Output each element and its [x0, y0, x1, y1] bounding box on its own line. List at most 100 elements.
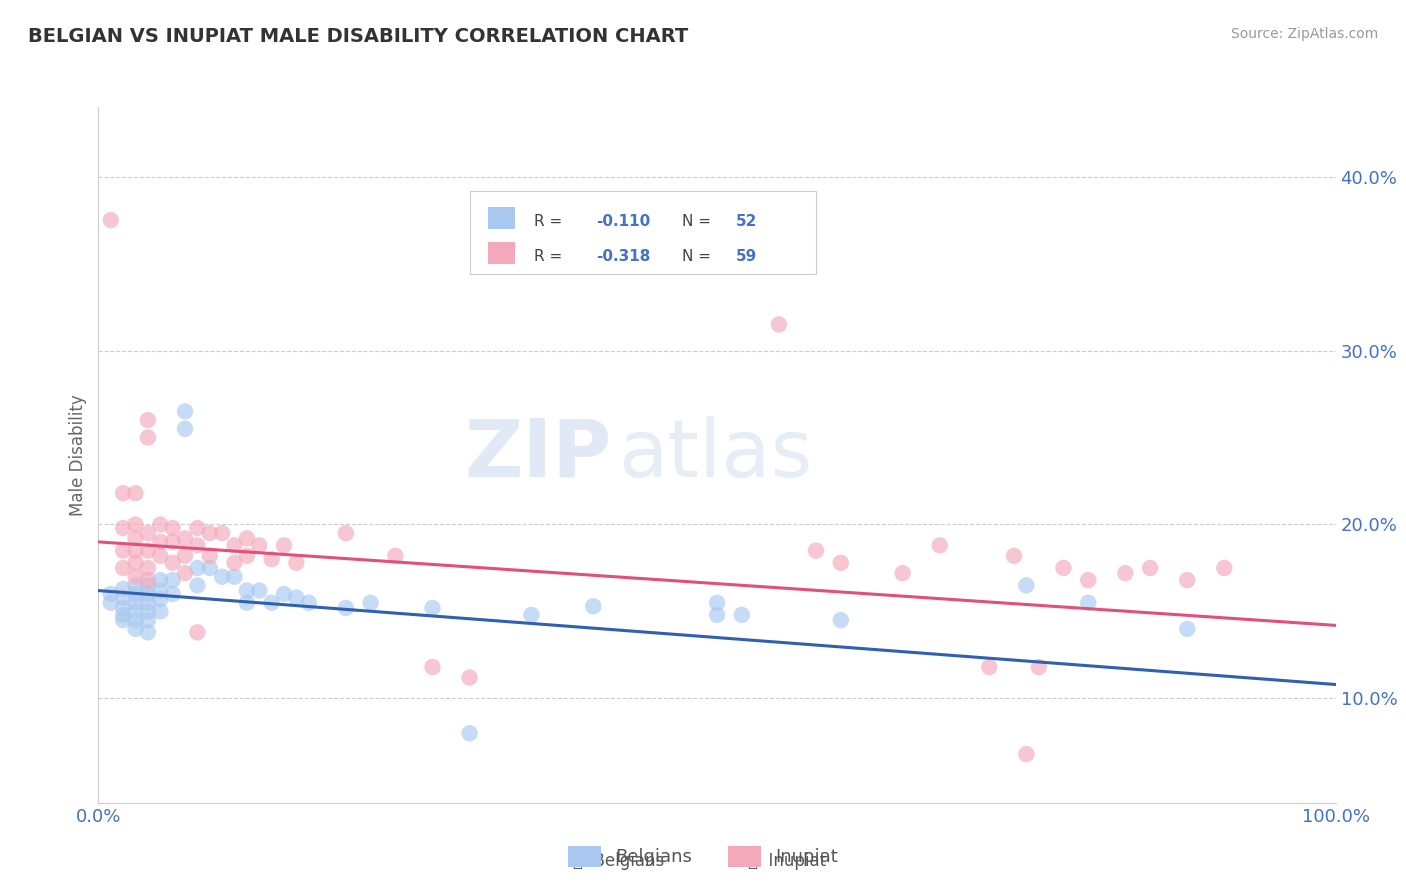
Point — [198, 549, 221, 563]
Point — [1077, 596, 1099, 610]
Y-axis label: Male Disability: Male Disability — [69, 394, 87, 516]
Text: BELGIAN VS INUPIAT MALE DISABILITY CORRELATION CHART: BELGIAN VS INUPIAT MALE DISABILITY CORRE… — [28, 27, 689, 45]
Point — [124, 517, 146, 532]
Point — [236, 596, 259, 610]
Point — [136, 578, 159, 592]
Point — [273, 587, 295, 601]
Point — [112, 543, 135, 558]
Point — [136, 605, 159, 619]
Point — [174, 532, 197, 546]
Point — [582, 599, 605, 614]
Point — [260, 552, 283, 566]
Point — [100, 213, 122, 227]
Point — [124, 622, 146, 636]
Point — [768, 318, 790, 332]
Point — [174, 404, 197, 418]
Point — [285, 556, 308, 570]
Point — [198, 526, 221, 541]
Point — [1015, 747, 1038, 761]
Point — [198, 561, 221, 575]
Point — [136, 625, 159, 640]
Legend: Belgians, Inupiat: Belgians, Inupiat — [561, 838, 845, 874]
Text: N =: N = — [682, 249, 716, 264]
Point — [891, 566, 914, 581]
Text: Source: ZipAtlas.com: Source: ZipAtlas.com — [1230, 27, 1378, 41]
Point — [335, 526, 357, 541]
Point — [298, 596, 321, 610]
Point — [124, 613, 146, 627]
Point — [162, 587, 184, 601]
Point — [224, 538, 246, 552]
Point — [458, 726, 481, 740]
Point — [149, 592, 172, 607]
Point — [124, 486, 146, 500]
Point — [731, 607, 754, 622]
Point — [149, 534, 172, 549]
Point — [273, 538, 295, 552]
Point — [112, 601, 135, 615]
Point — [247, 538, 270, 552]
Point — [124, 556, 146, 570]
Point — [136, 543, 159, 558]
Point — [804, 543, 827, 558]
Point — [706, 596, 728, 610]
Text: ⬛  Belgians: ⬛ Belgians — [574, 852, 664, 870]
Point — [112, 582, 135, 596]
Point — [1015, 578, 1038, 592]
Point — [236, 549, 259, 563]
Point — [458, 671, 481, 685]
Point — [335, 601, 357, 615]
Text: R =: R = — [534, 249, 567, 264]
Point — [162, 556, 184, 570]
Point — [124, 543, 146, 558]
Point — [384, 549, 406, 563]
Text: ⬛  Inupiat: ⬛ Inupiat — [748, 852, 827, 870]
Point — [100, 596, 122, 610]
Point — [186, 521, 208, 535]
Point — [136, 613, 159, 627]
Point — [422, 660, 444, 674]
Point — [112, 607, 135, 622]
Point — [112, 521, 135, 535]
Point — [162, 573, 184, 587]
Point — [260, 596, 283, 610]
Point — [830, 613, 852, 627]
Point — [136, 596, 159, 610]
Point — [830, 556, 852, 570]
Text: ZIP: ZIP — [464, 416, 612, 494]
Point — [186, 561, 208, 575]
Point — [1175, 622, 1198, 636]
Point — [136, 430, 159, 444]
Point — [186, 538, 208, 552]
Point — [186, 625, 208, 640]
Point — [422, 601, 444, 615]
Point — [112, 613, 135, 627]
Point — [186, 578, 208, 592]
Text: atlas: atlas — [619, 416, 813, 494]
Text: R =: R = — [534, 214, 567, 229]
Point — [285, 591, 308, 605]
Text: -0.110: -0.110 — [596, 214, 650, 229]
Point — [211, 526, 233, 541]
Bar — [488, 207, 516, 229]
Point — [1028, 660, 1050, 674]
Point — [1077, 573, 1099, 587]
Point — [136, 587, 159, 601]
Point — [149, 549, 172, 563]
Point — [100, 587, 122, 601]
Point — [211, 570, 233, 584]
Point — [236, 583, 259, 598]
Point — [124, 587, 146, 601]
Text: 52: 52 — [735, 214, 756, 229]
Point — [1052, 561, 1074, 575]
Point — [236, 532, 259, 546]
Point — [136, 526, 159, 541]
Point — [124, 570, 146, 584]
Point — [360, 596, 382, 610]
Point — [124, 605, 146, 619]
Point — [136, 413, 159, 427]
Point — [124, 578, 146, 592]
Point — [174, 422, 197, 436]
Point — [124, 532, 146, 546]
Point — [112, 591, 135, 605]
